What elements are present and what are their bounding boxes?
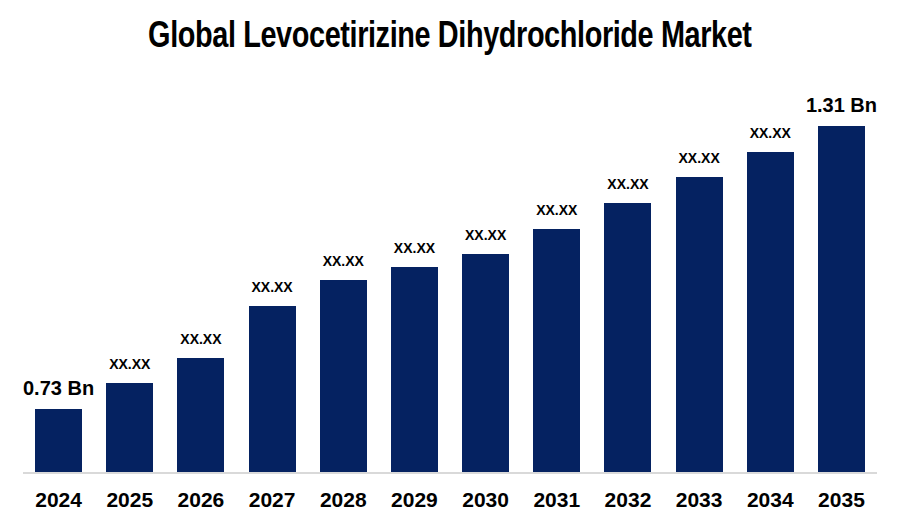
chart-title-wrap: Global Levocetirizine Dihydrochloride Ma… — [0, 14, 900, 56]
bar-2027 — [249, 306, 296, 473]
x-axis-label-2027: 2027 — [237, 488, 308, 512]
x-axis-label-2029: 2029 — [379, 488, 450, 512]
x-axis-label-2034: 2034 — [735, 488, 806, 512]
bar-group-2030: XX.XX — [450, 227, 521, 473]
plot-area: 0.73 Bn XX.XX XX.XX XX.XX XX.XX XX.XX XX.XX XX.… — [23, 70, 877, 473]
x-axis-line — [23, 472, 877, 474]
bar-group-2027: XX.XX — [237, 279, 308, 473]
chart-title: Global Levocetirizine Dihydrochloride Ma… — [148, 14, 751, 56]
bar-group-2024: 0.73 Bn — [23, 377, 94, 473]
bar-value-label-2027: XX.XX — [251, 279, 292, 295]
bar-2024 — [35, 409, 82, 473]
bar-2031 — [533, 229, 580, 473]
bar-group-2032: XX.XX — [592, 176, 663, 473]
bar-2033 — [676, 177, 723, 473]
bar-2029 — [391, 267, 438, 473]
x-axis-label-2024: 2024 — [23, 488, 94, 512]
x-axis-label-2032: 2032 — [592, 488, 663, 512]
bar-2028 — [320, 280, 367, 473]
x-axis-label-2025: 2025 — [94, 488, 165, 512]
bar-value-label-2028: XX.XX — [323, 253, 364, 269]
bar-group-2029: XX.XX — [379, 240, 450, 473]
bar-value-label-2030: XX.XX — [465, 227, 506, 243]
bar-group-2035: 1.31 Bn — [806, 94, 877, 473]
bar-group-2033: XX.XX — [664, 150, 735, 473]
x-axis-label-2028: 2028 — [308, 488, 379, 512]
bar-value-label-2026: XX.XX — [180, 331, 221, 347]
bar-value-label-2029: XX.XX — [394, 240, 435, 256]
x-axis-label-2035: 2035 — [806, 488, 877, 512]
bar-2026 — [177, 358, 224, 473]
bar-value-label-2032: XX.XX — [607, 176, 648, 192]
x-axis-label-2030: 2030 — [450, 488, 521, 512]
chart-root: Global Levocetirizine Dihydrochloride Ma… — [0, 0, 900, 525]
bar-2030 — [462, 254, 509, 473]
x-axis-label-2033: 2033 — [664, 488, 735, 512]
bar-2025 — [106, 383, 153, 473]
bar-2032 — [604, 203, 651, 473]
bar-group-2026: XX.XX — [165, 331, 236, 473]
x-axis-label-2026: 2026 — [165, 488, 236, 512]
bar-value-label-2025: XX.XX — [109, 356, 150, 372]
bar-value-label-2024: 0.73 Bn — [23, 377, 94, 400]
x-axis-labels: 2024202520262027202820292030203120322033… — [23, 488, 877, 512]
bar-group-2031: XX.XX — [521, 202, 592, 473]
bar-group-2028: XX.XX — [308, 253, 379, 473]
bar-group-2025: XX.XX — [94, 356, 165, 473]
bar-value-label-2035: 1.31 Bn — [806, 94, 877, 117]
bar-group-2034: XX.XX — [735, 125, 806, 473]
bar-2035 — [818, 126, 865, 473]
bar-2034 — [747, 152, 794, 473]
bar-value-label-2031: XX.XX — [536, 202, 577, 218]
x-axis-label-2031: 2031 — [521, 488, 592, 512]
bar-value-label-2033: XX.XX — [679, 150, 720, 166]
bar-value-label-2034: XX.XX — [750, 125, 791, 141]
